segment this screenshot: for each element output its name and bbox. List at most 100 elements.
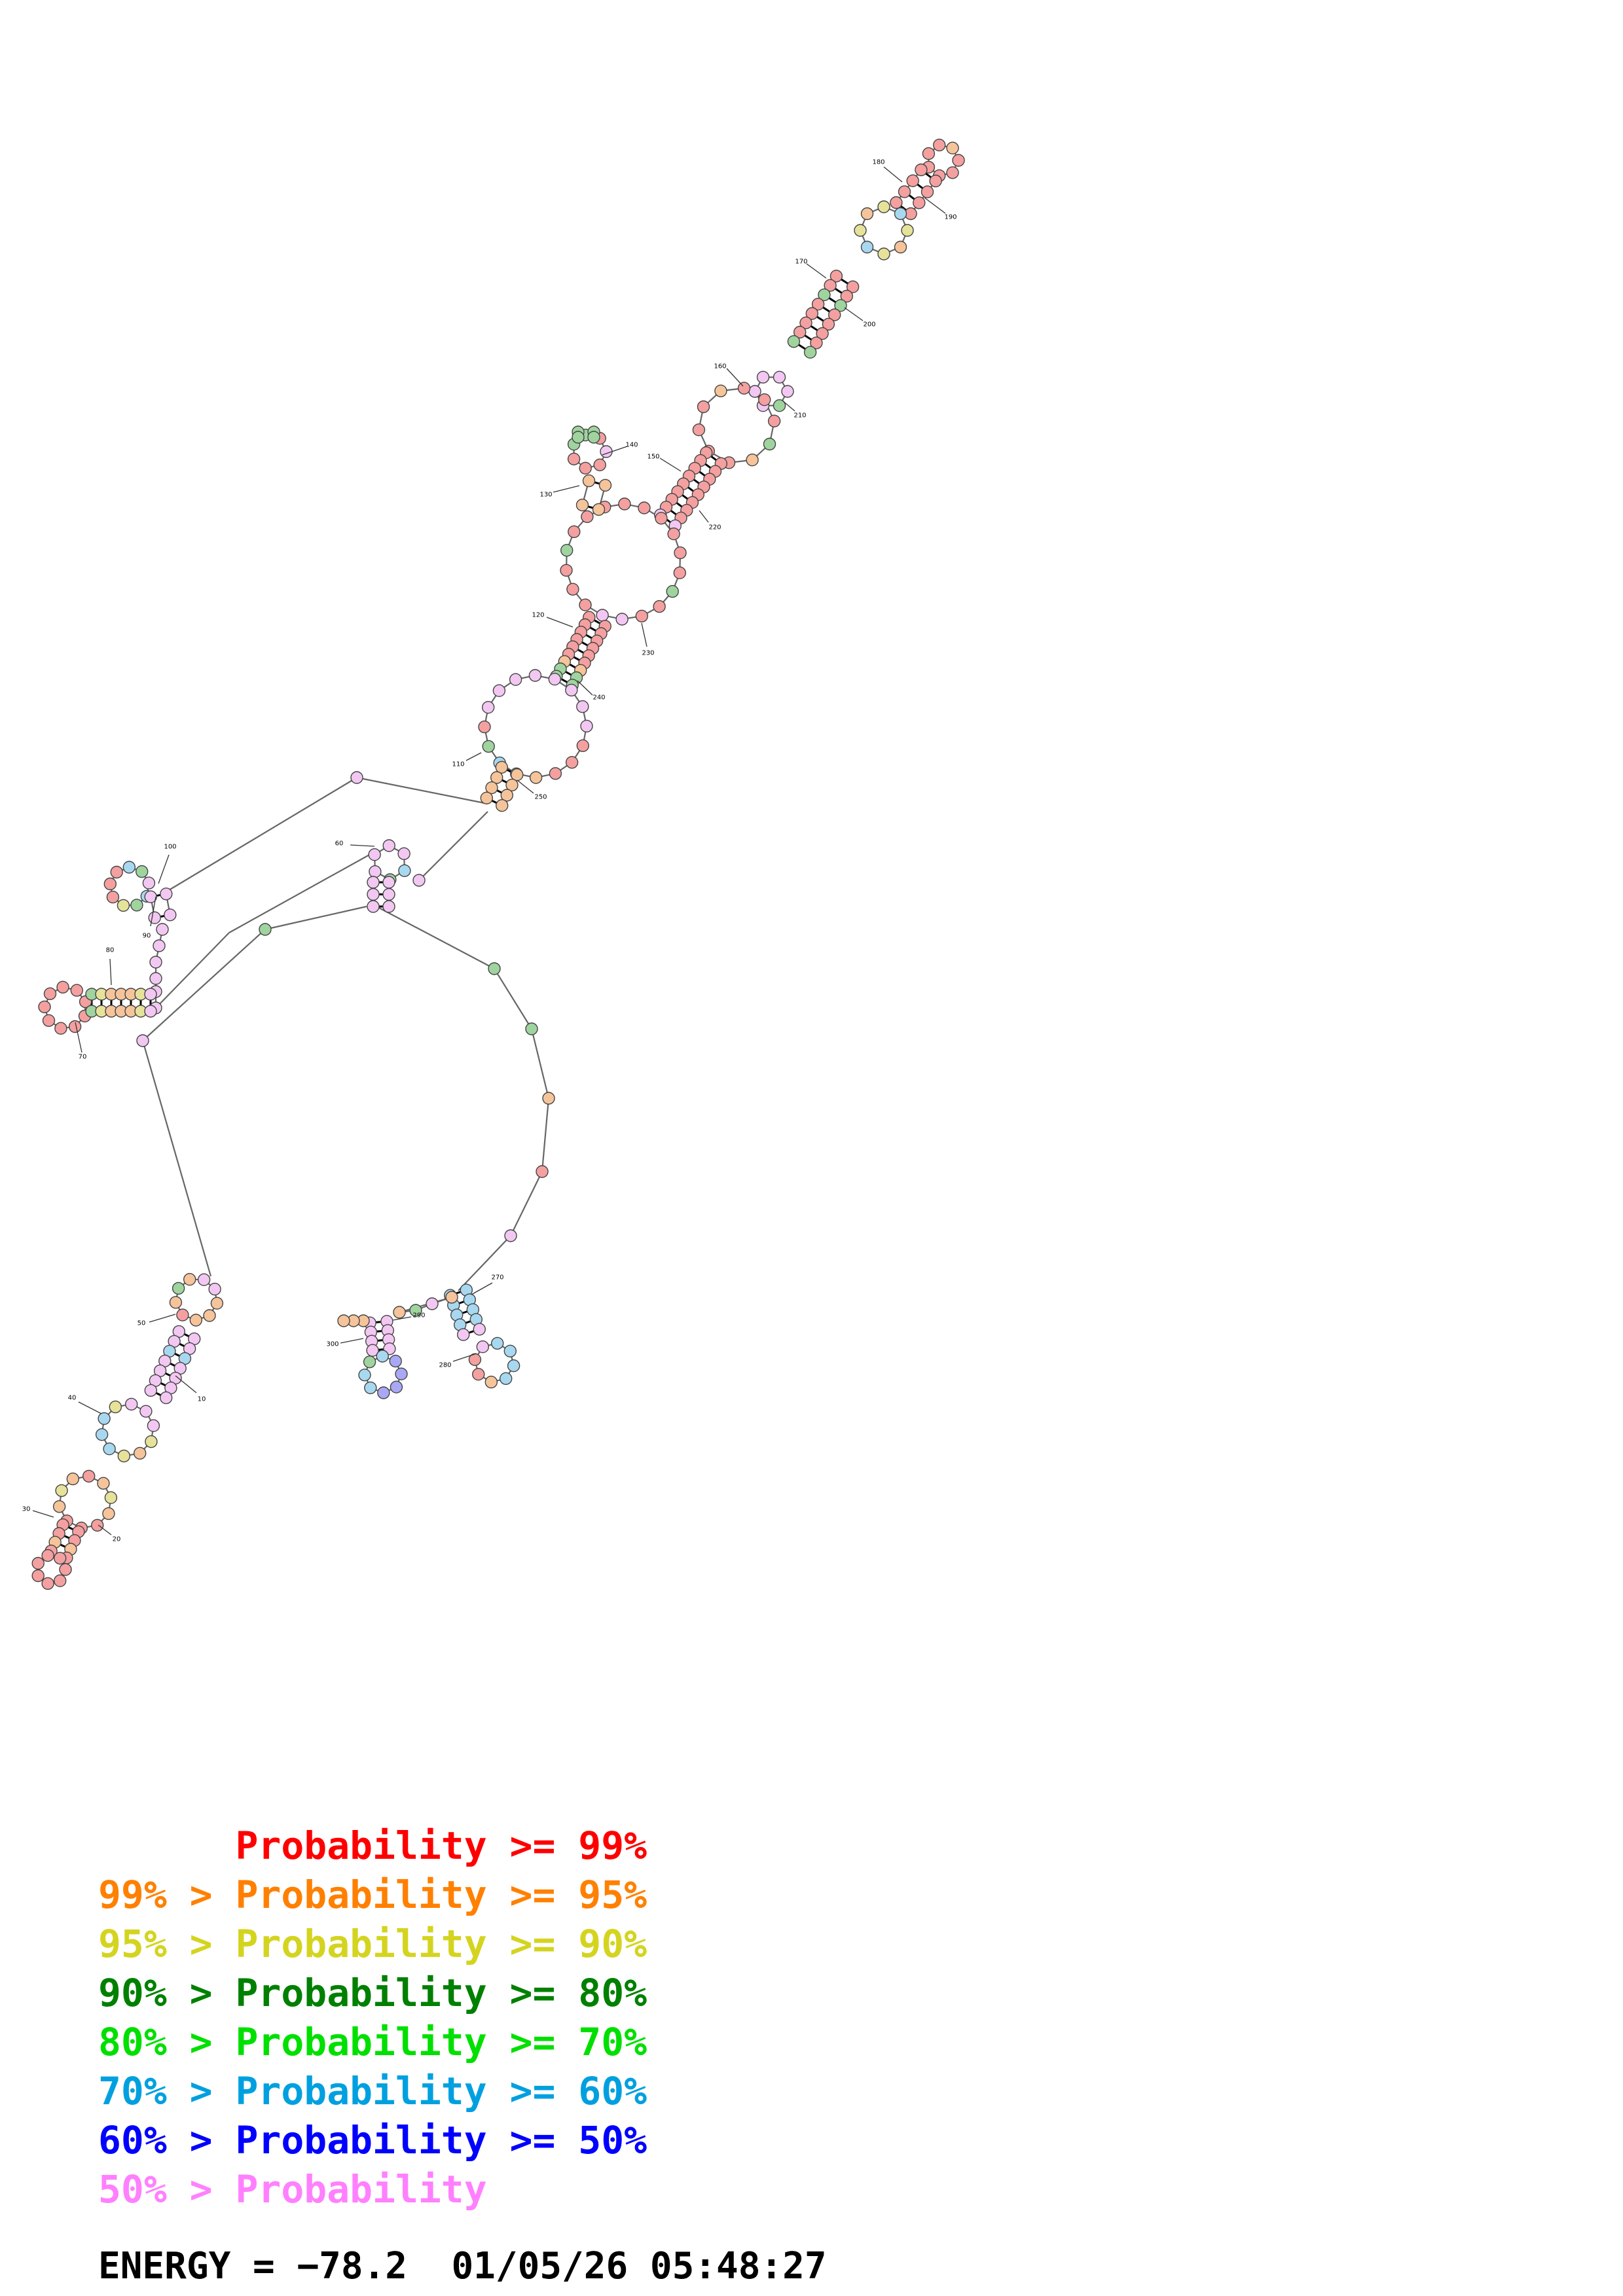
- nucleotide-239: [117, 1449, 131, 1463]
- nucleotide-265: [41, 1577, 54, 1590]
- backbone-link: [228, 850, 377, 933]
- position-label-300: 300: [326, 1341, 338, 1348]
- nucleotide-306: [358, 1369, 371, 1382]
- legend-row-p90: 95% > Probability >= 90%: [98, 1922, 647, 1966]
- nucleotide-211: [144, 988, 157, 1001]
- nucleotide-25: [894, 240, 907, 254]
- position-label-10: 10: [198, 1396, 206, 1403]
- nucleotide-136: [565, 756, 579, 769]
- nucleotide-135: [576, 739, 589, 753]
- nucleotide-145: [509, 673, 522, 686]
- legend-row-plow: 50% > Probability: [98, 2167, 487, 2212]
- nucleotide-251: [52, 1500, 66, 1513]
- backbone-link: [376, 906, 495, 969]
- nucleotide-5: [525, 1022, 538, 1035]
- legend-row-p70: 80% > Probability >= 70%: [98, 2020, 647, 2064]
- nucleotide-158: [397, 847, 410, 861]
- nucleotide-16: [915, 163, 928, 177]
- nucleotide-17: [906, 174, 919, 187]
- position-label-90: 90: [143, 933, 151, 940]
- nucleotide-95: [560, 544, 574, 557]
- nucleotide-137: [549, 767, 562, 780]
- nucleotide-295: [366, 1344, 379, 1357]
- nucleotide-83: [655, 512, 668, 525]
- position-label-180: 180: [872, 159, 884, 166]
- nucleotide-254: [82, 1469, 96, 1483]
- position-label-170: 170: [795, 259, 807, 266]
- nucleotide-15: [946, 141, 959, 154]
- nucleotide-147: [548, 672, 561, 686]
- position-label-200: 200: [863, 321, 875, 329]
- nucleotide-35: [811, 298, 825, 311]
- nucleotide-28: [854, 224, 867, 237]
- nucleotide-86: [673, 566, 687, 579]
- nucleotide-133: [576, 700, 589, 713]
- backbone-link: [142, 929, 266, 1041]
- legend-row-p99: Probability >= 99%: [98, 1823, 647, 1868]
- nucleotide-161: [369, 865, 382, 878]
- nucleotide-285: [484, 1375, 498, 1389]
- nucleotide-43: [828, 308, 841, 321]
- nucleotide-146: [528, 669, 542, 682]
- nucleotide-10: [946, 166, 959, 179]
- backbone-link: [510, 1171, 543, 1236]
- nucleotide-94: [560, 564, 573, 577]
- backbone-link: [356, 776, 488, 805]
- nucleotide-248: [90, 1518, 104, 1532]
- nucleotide-240: [103, 1442, 116, 1456]
- nucleotide-44: [822, 317, 835, 331]
- nucleotide-274: [457, 1328, 470, 1341]
- nucleotide-46: [810, 336, 823, 350]
- nucleotide-263: [59, 1563, 72, 1576]
- nucleotide-7: [536, 1165, 549, 1178]
- nucleotide-142: [478, 720, 491, 734]
- nucleotide-191: [68, 1020, 82, 1033]
- nucleotide-21: [921, 185, 934, 198]
- nucleotide-33: [824, 279, 837, 292]
- nucleotide-252: [55, 1484, 68, 1498]
- nucleotide-90: [615, 613, 629, 626]
- nucleotide-236: [147, 1419, 160, 1432]
- nucleotide-4: [488, 962, 501, 975]
- nucleotide-307: [363, 1355, 376, 1369]
- nucleotide-164: [367, 888, 380, 901]
- nucleotide-24: [901, 224, 914, 237]
- nucleotide-87: [666, 584, 679, 598]
- nucleotide-56: [757, 393, 771, 406]
- nucleotide-156: [496, 798, 509, 812]
- nucleotide-163: [367, 876, 380, 889]
- nucleotide-149: [495, 761, 508, 774]
- nucleotide-219: [172, 1282, 185, 1295]
- backbone-link: [494, 968, 532, 1030]
- nucleotide-235: [139, 1405, 153, 1418]
- position-label-140: 140: [625, 442, 638, 449]
- nucleotide-184: [153, 939, 166, 952]
- nucleotide-264: [53, 1574, 67, 1587]
- nucleotide-157: [382, 839, 395, 852]
- nucleotide-244: [124, 1397, 138, 1411]
- nucleotide-238: [133, 1446, 147, 1460]
- nucleotide-89: [635, 609, 648, 622]
- backbone-link: [155, 932, 230, 1009]
- nucleotide-234: [159, 1391, 173, 1405]
- legend-row-p95: 99% > Probability >= 95%: [98, 1873, 647, 1917]
- energy-label: ENERGY =: [98, 2245, 297, 2287]
- nucleotide-286: [472, 1367, 485, 1381]
- nucleotide-176: [122, 861, 136, 874]
- nucleotide-52: [756, 370, 770, 384]
- nucleotide-9: [952, 154, 965, 167]
- backbone-link: [141, 1040, 212, 1277]
- nucleotide-88: [653, 600, 666, 613]
- nucleotide-168: [382, 900, 395, 913]
- nucleotide-8: [504, 1229, 517, 1242]
- nucleotide-310: [337, 1314, 350, 1327]
- nucleotide-97: [581, 510, 594, 524]
- nucleotide-141: [482, 740, 495, 753]
- nucleotide-197: [70, 984, 84, 997]
- position-label-layer: 10 20 30 40 50 60 70 80 90 100 110 120 1…: [22, 159, 957, 1543]
- nucleotide-247: [102, 1507, 115, 1520]
- nucleotide-59: [746, 454, 759, 467]
- nucleotide-55: [737, 382, 751, 395]
- nucleotide-26: [877, 247, 890, 260]
- nucleotide-82: [638, 501, 651, 514]
